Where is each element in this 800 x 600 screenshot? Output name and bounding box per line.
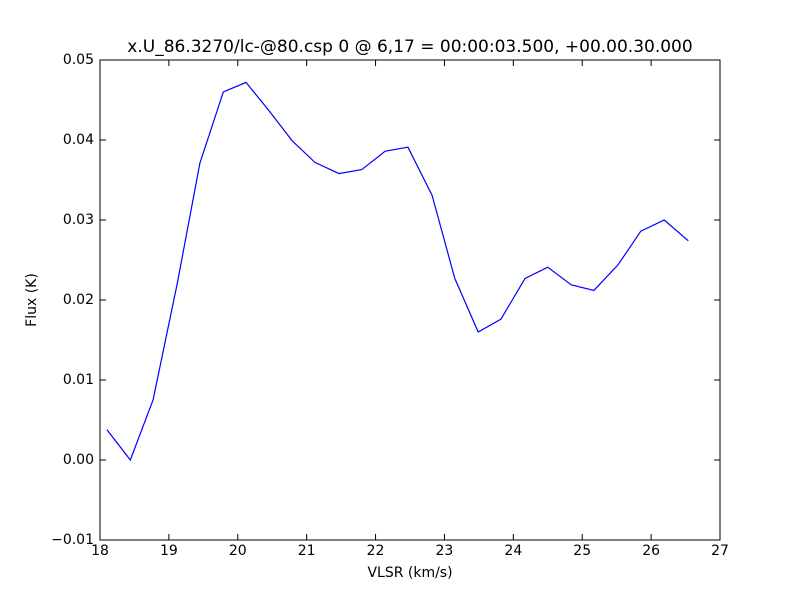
x-tick-label: 23: [436, 543, 454, 559]
y-tick-label: 0.05: [63, 52, 94, 68]
x-tick-label: 21: [298, 543, 316, 559]
x-tick-label: 22: [367, 543, 385, 559]
x-tick-label: 18: [91, 543, 109, 559]
x-tick-label: 19: [160, 543, 178, 559]
y-tick-label: −0.01: [51, 532, 94, 548]
x-tick-label: 25: [573, 543, 591, 559]
y-axis-label: Flux (K): [24, 273, 40, 327]
y-tick-label: 0.04: [63, 132, 94, 148]
x-tick-label: 27: [711, 543, 729, 559]
chart-title: x.U_86.3270/lc-@80.csp 0 @ 6,17 = 00:00:…: [127, 37, 692, 57]
y-tick-label: 0.01: [63, 372, 94, 388]
x-axis-label: VLSR (km/s): [367, 565, 452, 581]
data-line: [106, 81, 689, 462]
y-tick-label: 0.03: [63, 212, 94, 228]
x-tick-label: 24: [504, 543, 522, 559]
y-tick-label: 0.00: [63, 452, 94, 468]
y-tick-label: 0.02: [63, 292, 94, 308]
x-tick-label: 20: [229, 543, 247, 559]
x-tick-label: 26: [642, 543, 660, 559]
